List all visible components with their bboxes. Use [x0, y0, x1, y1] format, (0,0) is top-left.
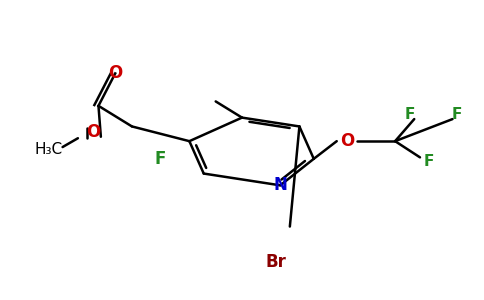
Text: F: F: [424, 154, 434, 169]
Text: H₃C: H₃C: [34, 142, 62, 158]
Text: O: O: [87, 123, 101, 141]
Text: O: O: [108, 64, 122, 82]
Text: F: F: [404, 107, 415, 122]
Text: Br: Br: [265, 253, 286, 271]
Text: F: F: [452, 107, 463, 122]
Text: N: N: [273, 176, 287, 194]
Text: F: F: [155, 150, 166, 168]
Text: O: O: [340, 132, 354, 150]
